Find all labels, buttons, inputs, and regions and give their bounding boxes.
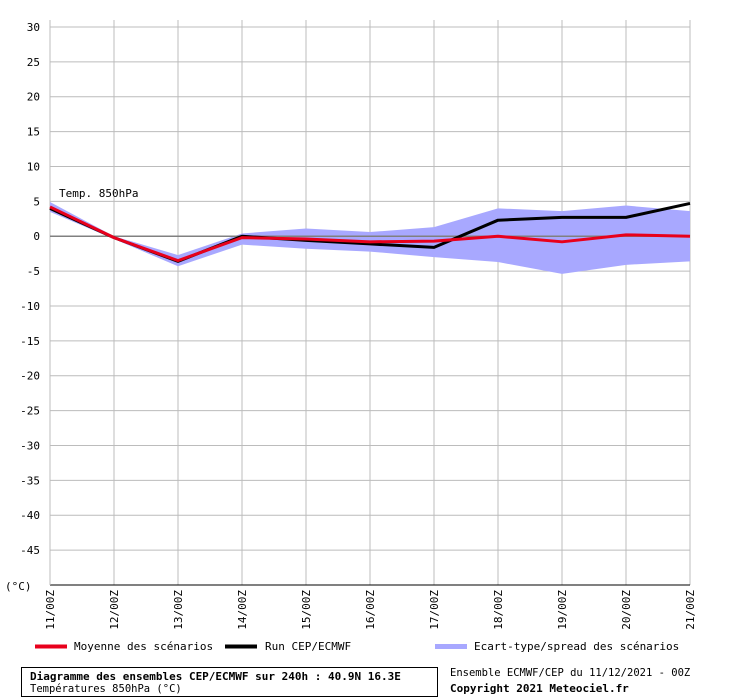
- x-tick-label: 19/00Z: [556, 590, 569, 630]
- x-tick-labels: 11/00Z 12/00Z 13/00Z 14/00Z 15/00Z 16/00Z 17/0…: [44, 590, 697, 630]
- y-tick-labels: 30 25 20 15 10 5 0 -5 -10 -15 -20 -25 -30 -35 -40 -45: [20, 21, 40, 557]
- ensemble-run-info: Ensemble ECMWF/CEP du 11/12/2021 - 00Z: [450, 667, 691, 679]
- legend: Moyenne des scénarios Run CEP/ECMWF Ecart-…: [35, 640, 679, 653]
- x-tick-label: 16/00Z: [364, 590, 377, 630]
- series-lines: [49, 201, 691, 263]
- chart-subtitle: Températures 850hPa (°C): [30, 683, 182, 695]
- y-tick-label: -25: [20, 405, 40, 418]
- legend-label: Ecart-type/spread des scénarios: [474, 640, 679, 653]
- x-tick-label: 14/00Z: [236, 590, 249, 630]
- ensemble-chart: 30 25 20 15 10 5 0 -5 -10 -15 -20 -25 -30 -35 -40 -45 1…: [5, 20, 697, 653]
- x-tick-label: 20/00Z: [620, 590, 633, 630]
- mean-series-line: [49, 205, 691, 263]
- chart-title: Diagramme des ensembles CEP/ECMWF sur 24…: [30, 670, 401, 683]
- x-tick-label: 13/00Z: [172, 590, 185, 630]
- legend-label: Run CEP/ECMWF: [265, 640, 351, 653]
- y-tick-label: -40: [20, 509, 40, 522]
- x-tick-label: 21/00Z: [684, 590, 697, 630]
- y-unit-label: (°C): [5, 580, 32, 593]
- y-tick-label: -35: [20, 474, 40, 487]
- x-tick-label: 11/00Z: [44, 590, 57, 630]
- x-tick-label: 15/00Z: [300, 590, 313, 630]
- y-tick-label: 25: [27, 56, 40, 69]
- y-tick-label: -30: [20, 439, 40, 452]
- grid: [49, 20, 691, 586]
- info-block: Ensemble ECMWF/CEP du 11/12/2021 - 00Z C…: [450, 666, 735, 698]
- y-tick-label: -45: [20, 544, 40, 557]
- copyright: Copyright 2021 Meteociel.fr: [450, 682, 629, 695]
- title-box: Diagramme des ensembles CEP/ECMWF sur 24…: [21, 667, 438, 697]
- y-tick-label: -5: [27, 265, 40, 278]
- y-tick-label: 30: [27, 21, 40, 34]
- y-tick-label: 15: [27, 126, 40, 139]
- y-tick-label: 5: [33, 195, 40, 208]
- legend-label: Moyenne des scénarios: [74, 640, 213, 653]
- y-tick-label: 0: [33, 230, 40, 243]
- series-annotation: Temp. 850hPa: [59, 187, 138, 200]
- x-tick-label: 17/00Z: [428, 590, 441, 630]
- y-tick-label: 10: [27, 160, 40, 173]
- y-tick-label: -10: [20, 300, 40, 313]
- x-tick-label: 12/00Z: [108, 590, 121, 630]
- y-tick-label: -15: [20, 335, 40, 348]
- y-tick-label: 20: [27, 91, 40, 104]
- y-tick-label: -20: [20, 370, 40, 383]
- x-tick-label: 18/00Z: [492, 590, 505, 630]
- legend-swatch: [435, 644, 467, 649]
